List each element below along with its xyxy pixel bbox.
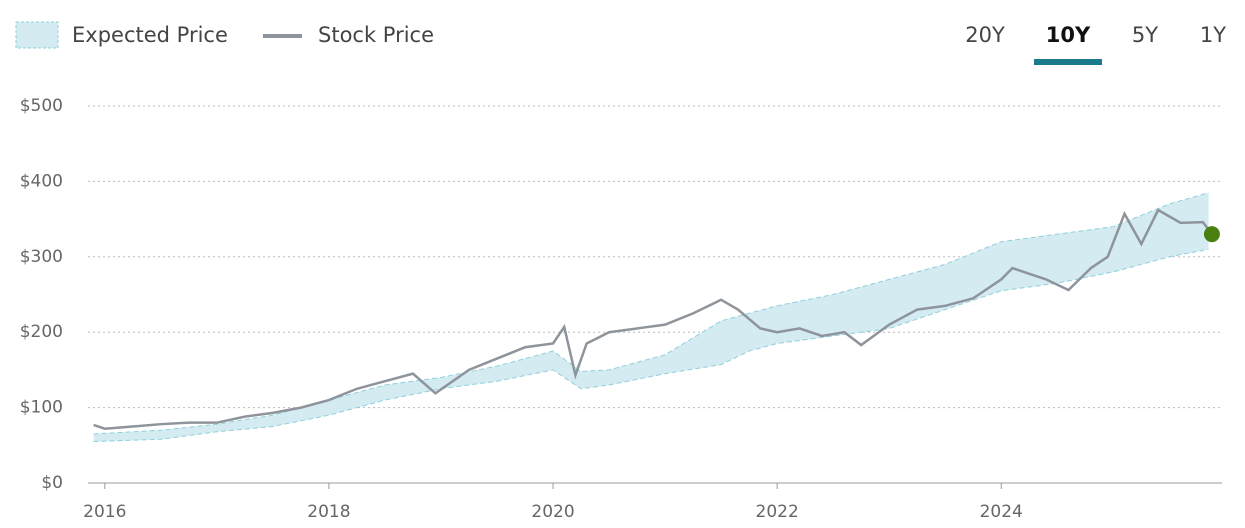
range-button[interactable]: 10Y [1046, 23, 1091, 47]
x-tick-label: 2022 [756, 502, 799, 522]
expected-band [93, 192, 1209, 442]
x-tick-label: 2018 [307, 502, 350, 522]
range-button[interactable]: 20Y [965, 23, 1005, 47]
range-button[interactable]: 5Y [1132, 23, 1158, 47]
range-underline [1034, 59, 1102, 65]
legend-swatch-band [15, 21, 59, 49]
y-tick-label: $0 [41, 473, 63, 493]
range-button[interactable]: 1Y [1200, 23, 1226, 47]
stock-line [93, 208, 1213, 430]
band-upper [93, 192, 1209, 435]
x-tick-label: 2016 [83, 502, 126, 522]
y-tick-label: $300 [20, 247, 63, 267]
x-tick-label: 2020 [531, 502, 574, 522]
y-tick-label: $400 [20, 171, 63, 191]
band-lower [93, 248, 1209, 443]
last-price-marker [1203, 226, 1220, 243]
y-tick-label: $100 [20, 398, 63, 418]
y-tick-label: $200 [20, 322, 63, 342]
x-tick-label: 2024 [980, 502, 1023, 522]
legend-label: Stock Price [318, 23, 434, 47]
y-tick-label: $500 [20, 96, 63, 116]
legend-label: Expected Price [72, 23, 228, 47]
